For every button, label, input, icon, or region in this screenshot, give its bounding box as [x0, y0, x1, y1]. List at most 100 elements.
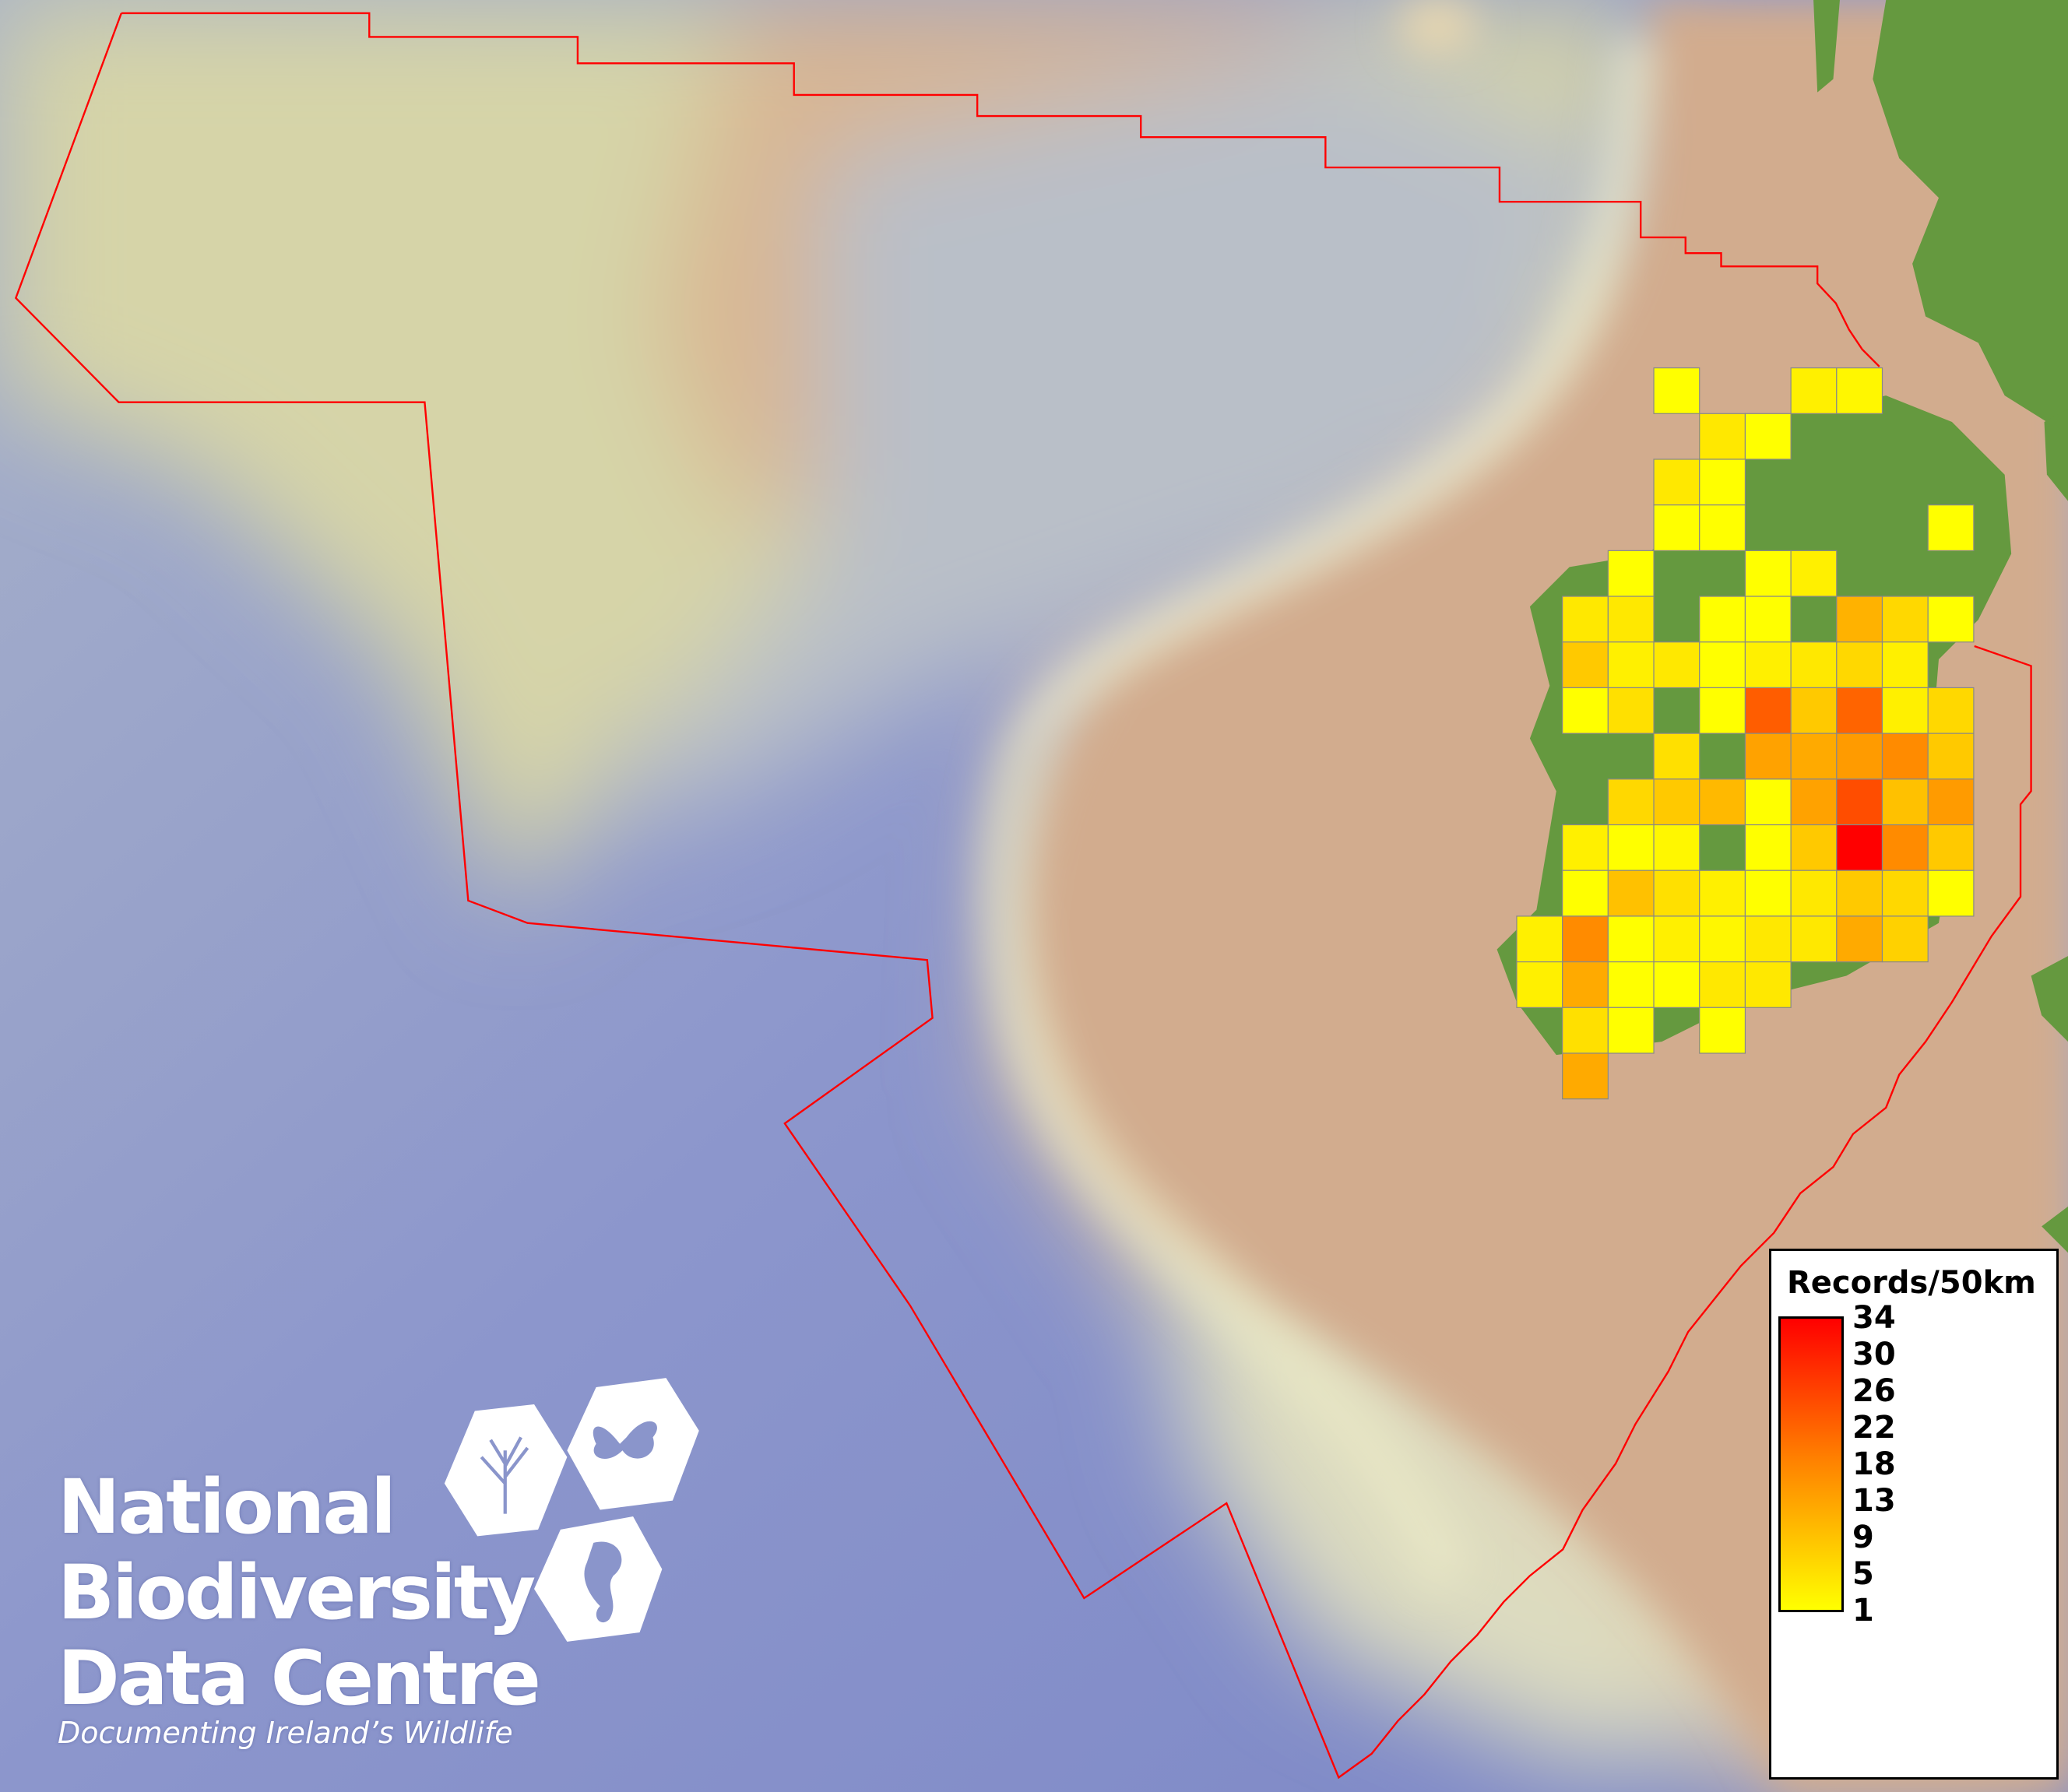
grid-cell [1881, 778, 1929, 826]
legend: Records/50km 34 30 26 22 18 13 9 5 1 [1769, 1249, 2059, 1780]
grid-cell [1790, 687, 1838, 734]
grid-cell [1881, 641, 1929, 689]
grid-cell [1699, 596, 1746, 643]
grid-cell [1562, 870, 1609, 917]
grid-cell [1699, 778, 1746, 826]
grid-cell [1699, 1007, 1746, 1054]
grid-cell [1516, 961, 1563, 1008]
grid-cell [1653, 961, 1700, 1008]
grid-cell [1881, 824, 1929, 871]
legend-tick: 22 [1852, 1410, 1896, 1446]
grid-cell [1699, 961, 1746, 1008]
grid-cell [1562, 687, 1609, 734]
grid-cell [1744, 733, 1792, 780]
grid-cell [1927, 870, 1975, 917]
legend-tick: 1 [1852, 1593, 1874, 1629]
grid-cell [1744, 824, 1792, 871]
legend-color-ramp [1778, 1316, 1844, 1612]
grid-cell [1699, 641, 1746, 689]
grid-cell [1744, 413, 1792, 460]
grid-cell [1653, 367, 1700, 414]
ndbc-logo-emblem [444, 1378, 699, 1642]
grid-cell [1927, 778, 1975, 826]
grid-cell [1836, 367, 1883, 414]
grid-cell [1836, 733, 1883, 780]
logo-line-data-centre: Data Centre [58, 1635, 541, 1722]
grid-cell [1744, 550, 1792, 597]
grid-cell [1744, 778, 1792, 826]
legend-tick: 18 [1852, 1446, 1896, 1482]
grid-cell [1653, 504, 1700, 551]
legend-tick: 34 [1852, 1300, 1896, 1336]
grid-cell [1790, 915, 1838, 963]
grid-cell [1607, 915, 1655, 963]
grid-cell [1607, 596, 1655, 643]
grid-cell [1562, 824, 1609, 871]
grid-cell [1744, 870, 1792, 917]
grid-cell [1653, 733, 1700, 780]
grid-cell [1790, 550, 1838, 597]
grid-cell [1744, 596, 1792, 643]
grid-cell [1699, 687, 1746, 734]
grid-cell [1699, 870, 1746, 917]
grid-cell [1836, 687, 1883, 734]
grid-cell [1562, 596, 1609, 643]
grid-cell [1562, 1007, 1609, 1054]
grid-cell [1881, 733, 1929, 780]
grid-cell [1607, 870, 1655, 917]
grid-cell [1607, 778, 1655, 826]
grid-cell [1607, 824, 1655, 871]
grid-cell [1699, 915, 1746, 963]
grid-cell [1790, 778, 1838, 826]
grid-cell [1607, 641, 1655, 689]
grid-cell [1790, 641, 1838, 689]
grid-cell [1927, 687, 1975, 734]
grid-cell [1744, 961, 1792, 1008]
grid-cell [1881, 687, 1929, 734]
grid-cell [1927, 596, 1975, 643]
grid-cell [1699, 413, 1746, 460]
grid-cell [1653, 459, 1700, 506]
grid-cell [1836, 824, 1883, 871]
grid-cell [1562, 961, 1609, 1008]
butterfly-icon [593, 1421, 657, 1460]
grid-cell [1653, 870, 1700, 917]
boundary-line [121, 12, 1880, 367]
tree-icon [480, 1436, 529, 1514]
grid-cell [1881, 915, 1929, 963]
grid-cell [1881, 596, 1929, 643]
grid-cell [1836, 596, 1883, 643]
grid-cell [1699, 459, 1746, 506]
grid-cell [1653, 915, 1700, 963]
grid-cell [1562, 641, 1609, 689]
grid-cell [1653, 824, 1700, 871]
grid-cell [1927, 733, 1975, 780]
legend-tick: 26 [1852, 1373, 1896, 1409]
grid-cell [1744, 915, 1792, 963]
grid-cell [1699, 504, 1746, 551]
grid-cell [1653, 641, 1700, 689]
grid-cell [1790, 733, 1838, 780]
records-grid [1516, 367, 1975, 1100]
logo-tagline: Documenting Ireland’s Wildlife [58, 1716, 513, 1750]
grid-cell [1836, 641, 1883, 689]
grid-cell [1836, 915, 1883, 963]
grid-cell [1790, 870, 1838, 917]
grid-cell [1790, 824, 1838, 871]
grid-cell [1607, 961, 1655, 1008]
grid-cell [1927, 824, 1975, 871]
legend-tick: 5 [1852, 1556, 1874, 1592]
grid-cell [1607, 687, 1655, 734]
grid-cell [1927, 504, 1975, 551]
legend-tick: 9 [1852, 1520, 1874, 1555]
logo-line-national: National [58, 1463, 396, 1551]
grid-cell [1607, 1007, 1655, 1054]
grid-cell [1653, 778, 1700, 826]
grid-cell [1881, 870, 1929, 917]
grid-cell [1516, 915, 1563, 963]
grid-cell [1836, 870, 1883, 917]
grid-cell [1836, 778, 1883, 826]
grid-cell [1744, 687, 1792, 734]
